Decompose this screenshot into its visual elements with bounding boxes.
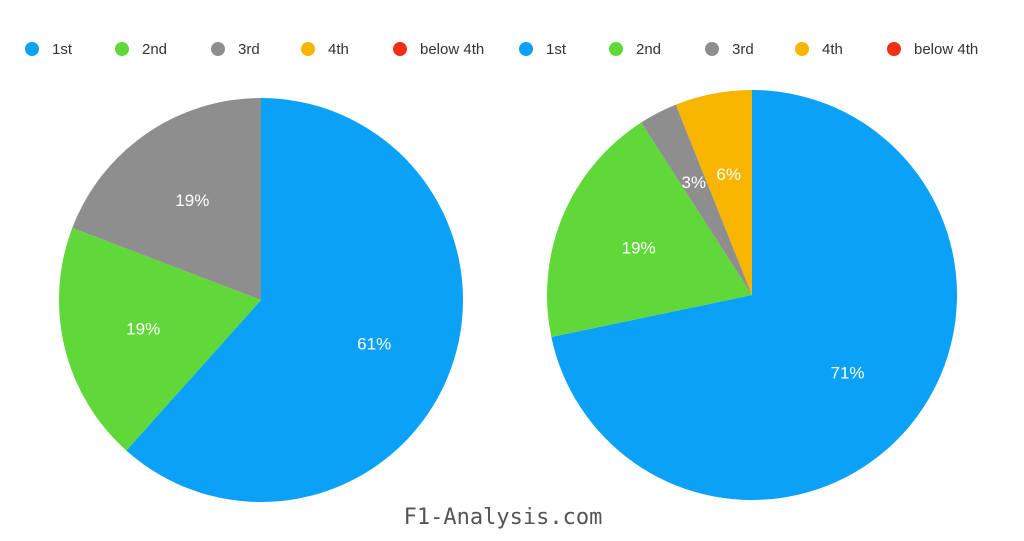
legend-2: 1st 2nd 3rd 4th below 4th [519, 41, 978, 58]
pie-slice-2nd [547, 122, 752, 337]
slice-label-2nd: 19% [126, 320, 160, 339]
legend-swatch-1 [519, 42, 533, 56]
pie-slice-1st [126, 98, 464, 503]
legend-swatch-5 [393, 42, 407, 56]
slice-label-3rd: 19% [175, 191, 209, 210]
legend-swatch-3 [211, 42, 225, 56]
footer-watermark: F1-Analysis.com [404, 505, 603, 530]
legend-label-5: below 4th [420, 41, 484, 58]
pie-slice-3rd [72, 98, 261, 300]
legend-swatch-2 [609, 42, 623, 56]
pie-2: 71% 19% 3% 6% [547, 90, 958, 501]
legend-label-1: 1st [52, 41, 73, 58]
pie-slice-2nd [58, 227, 261, 451]
legend-1: 1st 2nd 3rd 4th below 4th [25, 41, 484, 58]
legend-label-1: 1st [546, 41, 567, 58]
slice-label-4th: 6% [716, 165, 741, 184]
legend-label-2: 2nd [142, 41, 167, 58]
legend: 1st 2nd 3rd 4th below 4th 1st 2nd 3rd 4th below 4… [25, 41, 978, 58]
legend-swatch-2 [115, 42, 129, 56]
legend-label-2: 2nd [636, 41, 661, 58]
pies: 61% 19% 19% 71% 19% 3% 6% [58, 90, 958, 503]
legend-swatch-3 [705, 42, 719, 56]
pie-slice-1st [551, 90, 958, 501]
pie-slice-4th [675, 90, 752, 295]
legend-label-4: 4th [822, 41, 843, 58]
legend-swatch-1 [25, 42, 39, 56]
legend-label-3: 3rd [732, 41, 754, 58]
slice-label-2nd: 19% [622, 239, 656, 258]
legend-swatch-5 [887, 42, 901, 56]
legend-label-5: below 4th [914, 41, 978, 58]
slice-label-1st: 71% [830, 364, 864, 383]
legend-label-4: 4th [328, 41, 349, 58]
pie-1: 61% 19% 19% [58, 98, 464, 503]
slice-label-3rd: 3% [682, 173, 707, 192]
pie-slice-3rd [641, 104, 752, 296]
slice-label-1st: 61% [357, 334, 391, 353]
legend-swatch-4 [301, 42, 315, 56]
legend-label-3: 3rd [238, 41, 260, 58]
legend-swatch-4 [795, 42, 809, 56]
